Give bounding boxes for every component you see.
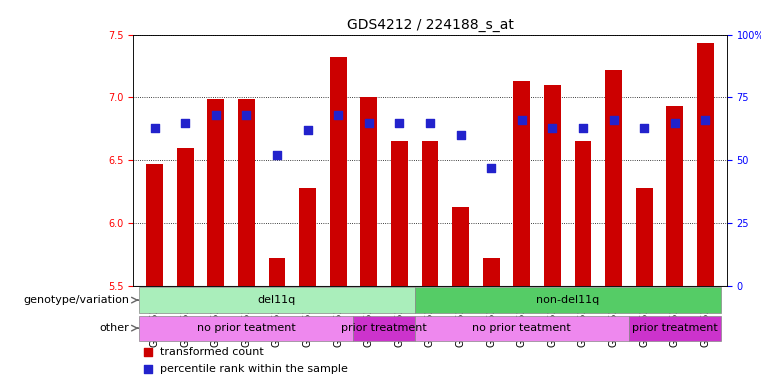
Point: [142, 366, 154, 372]
Bar: [575, 141, 591, 286]
Bar: [514, 81, 530, 286]
Point: [577, 124, 589, 131]
Bar: [415, 316, 629, 341]
Text: other: other: [100, 323, 129, 333]
Point: [638, 124, 650, 131]
Point: [142, 349, 154, 355]
Text: del11q: del11q: [92, 295, 130, 305]
Point: [393, 119, 406, 126]
Bar: [415, 288, 721, 313]
Text: percentile rank within the sample: percentile rank within the sample: [160, 364, 348, 374]
Bar: [177, 148, 193, 286]
Bar: [697, 43, 714, 286]
Point: [240, 112, 253, 118]
Bar: [330, 57, 346, 286]
Bar: [146, 164, 163, 286]
Bar: [207, 99, 224, 286]
Point: [485, 165, 497, 171]
Bar: [361, 98, 377, 286]
Bar: [269, 258, 285, 286]
Bar: [238, 99, 255, 286]
Bar: [635, 188, 653, 286]
Point: [669, 119, 681, 126]
Point: [301, 127, 314, 133]
Point: [271, 152, 283, 158]
Bar: [482, 258, 499, 286]
Bar: [544, 85, 561, 286]
Bar: [422, 141, 438, 286]
Point: [516, 117, 528, 123]
Point: [148, 124, 161, 131]
Text: no prior teatment: no prior teatment: [197, 323, 296, 333]
Point: [332, 112, 344, 118]
Bar: [353, 316, 415, 341]
Text: transformed count: transformed count: [160, 347, 263, 357]
Point: [210, 112, 222, 118]
Point: [546, 124, 559, 131]
Bar: [629, 316, 721, 341]
Bar: [452, 207, 469, 286]
Point: [454, 132, 466, 138]
Point: [699, 117, 712, 123]
Text: del11q: del11q: [258, 295, 296, 305]
Bar: [139, 316, 353, 341]
Text: genotype/variation: genotype/variation: [24, 295, 129, 305]
Text: prior treatment: prior treatment: [341, 323, 427, 333]
Text: no prior teatment: no prior teatment: [473, 323, 572, 333]
Bar: [605, 70, 622, 286]
Bar: [667, 106, 683, 286]
Point: [179, 119, 191, 126]
Text: non-del11q: non-del11q: [536, 295, 599, 305]
Bar: [139, 288, 415, 313]
Title: GDS4212 / 224188_s_at: GDS4212 / 224188_s_at: [346, 18, 514, 32]
Text: prior treatment: prior treatment: [632, 323, 718, 333]
Point: [363, 119, 375, 126]
Bar: [299, 188, 316, 286]
Bar: [391, 141, 408, 286]
Point: [607, 117, 619, 123]
Point: [424, 119, 436, 126]
